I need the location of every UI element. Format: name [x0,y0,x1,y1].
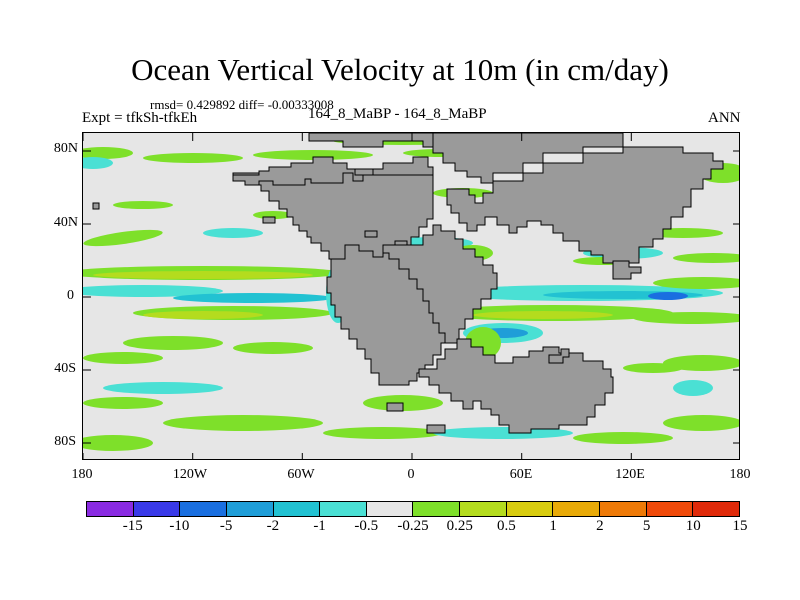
land-island-small [364,230,378,238]
map-panel [82,132,740,460]
lon-tick-0: 0 [407,467,415,482]
colorbar-box [506,502,554,516]
colorbar-box [693,502,739,516]
field-patch [83,229,163,247]
experiment-label: 164_8_MaBP - 164_8_MaBP [308,106,487,122]
colorbar-box [646,502,694,516]
lon-tick-120w: 120W [172,467,208,482]
world-map [83,133,739,459]
land-island-small [92,202,100,210]
colorbar-box [180,502,227,516]
lat-tick-80n: 80N [53,141,78,156]
colorbar-label: -15 [122,518,143,534]
colorbar-box [133,502,181,516]
colorbar-label: -0.25 [397,518,429,534]
lat-tick-40n: 40N [53,215,78,230]
field-patch [648,292,688,300]
field-patch [203,228,263,238]
field-patch [433,427,573,439]
land-island-small [386,402,404,412]
colorbar-label: 5 [642,518,651,534]
colorbar-label: -10 [169,518,190,534]
colorbar-label: 2 [596,518,604,534]
colorbar-label: -0.5 [354,518,379,534]
lon-tick-60w: 60W [287,467,315,482]
lon-tick-180w: 180 [71,467,93,482]
field-patch [83,397,163,409]
field-patch [173,293,333,303]
field-patch [163,415,323,431]
field-patch [673,380,713,396]
land-eurasia [446,146,724,270]
colorbar-box [553,502,601,516]
field-patch [83,147,133,159]
colorbar-label: 10 [685,518,701,534]
stats-line: rmsd= 0.429892 diff= -0.00333008 [150,97,334,112]
field-patch [673,253,739,263]
land-arctic-eurasia [432,133,624,184]
colorbar-label: -5 [219,518,233,534]
lat-tick-80s: 80S [54,434,76,449]
lat-tick-40s: 40S [54,361,76,376]
field-patch [253,150,373,160]
colorbar-box [87,502,134,516]
field-patch [573,432,673,444]
colorbar [86,501,740,517]
colorbar-box [226,502,274,516]
lon-tick-180e: 180 [729,467,751,482]
field-patch [663,415,739,431]
field-patch [623,363,683,373]
land-island-small [262,216,276,224]
land-greenland-north [308,133,434,148]
field-patch [103,382,223,394]
field-patch [323,427,443,439]
land-arctic-america [232,156,434,186]
field-patch [473,311,613,319]
colorbar-label: 0.5 [497,518,516,534]
field-patch [83,157,113,169]
field-patch [83,435,153,451]
field-patch [83,285,223,297]
field-patch [83,352,163,364]
colorbar-box [600,502,647,516]
colorbar-label: 0.25 [446,518,473,534]
colorbar-label: -2 [266,518,280,534]
colorbar-box [413,502,461,516]
colorbar-box [460,502,507,516]
field-patch [653,277,739,289]
field-patch [123,336,223,350]
field-patch [113,201,173,209]
lon-tick-120e: 120E [615,467,645,482]
colorbar-box [273,502,321,516]
land-antarctica [418,338,614,434]
field-patch [633,312,739,324]
colorbar-label: 15 [732,518,748,534]
colorbar-label: -1 [313,518,326,534]
field-patch [143,311,263,319]
expt-label: Expt = tfkSh-tfkEh [82,110,198,126]
land-island-small [426,424,446,434]
field-patch [233,342,313,354]
colorbar-box [366,502,414,516]
land-islands-indian [548,348,570,364]
land-africa [382,224,498,344]
field-patch [93,271,313,279]
season-label: ANN [708,110,741,126]
plot-title: Ocean Vertical Velocity at 10m (in cm/da… [131,52,669,87]
lat-tick-0: 0 [67,288,74,303]
colorbar-label: 1 [549,518,557,534]
colorbar-box [320,502,367,516]
lon-tick-60e: 60E [509,467,533,482]
land-masses [92,133,724,434]
land-islands-maritime [612,260,642,280]
axis-ticks [83,133,739,459]
field-patch [143,153,243,163]
